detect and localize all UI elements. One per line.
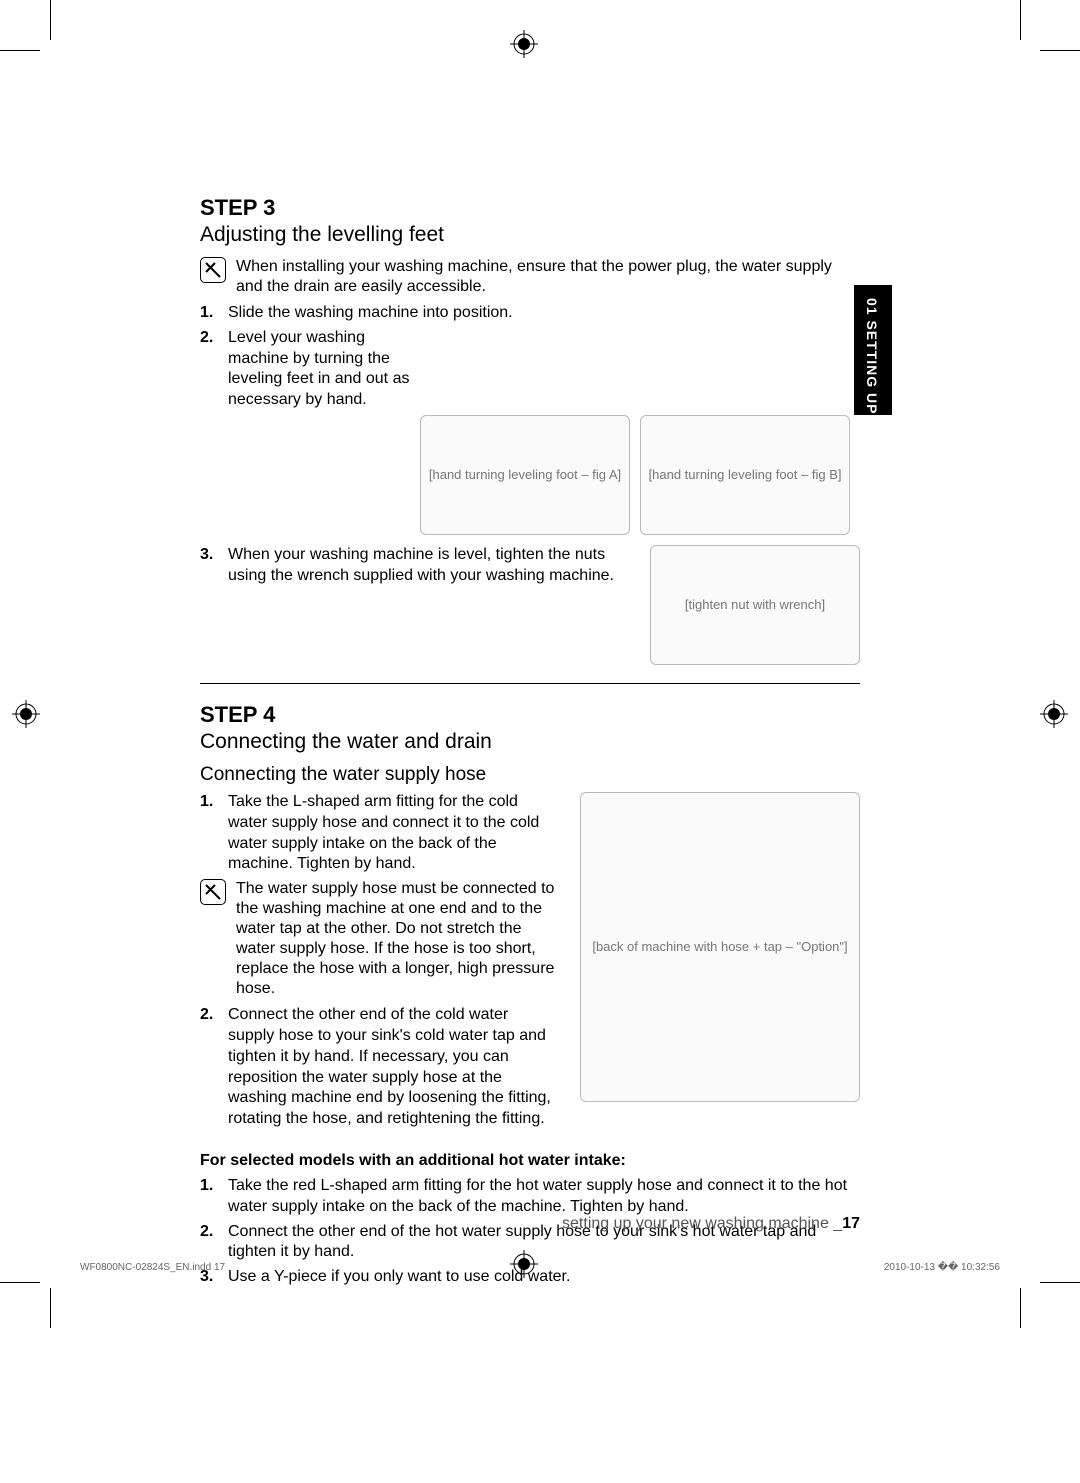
section-tab-label: 01 SETTING UP <box>864 298 880 414</box>
note-icon <box>200 257 226 283</box>
step3-list2: 3.When your washing machine is level, ti… <box>200 545 630 591</box>
divider <box>200 683 860 684</box>
list-item: 1.Slide the washing machine into positio… <box>200 303 860 324</box>
illustration-water-connection: [back of machine with hose + tap – "Opti… <box>580 792 860 1102</box>
list-item: 2. Level your washing machine by turning… <box>200 328 860 411</box>
step3-title: STEP 3 <box>200 195 860 221</box>
step4-title: STEP 4 <box>200 702 860 728</box>
step4-subtitle: Connecting the water and drain <box>200 730 860 754</box>
print-footer-right: 2010-10-13 �� 10:32:56 <box>884 1262 1000 1273</box>
list-item: 1.Take the red L-shaped arm fitting for … <box>200 1176 860 1218</box>
registration-mark-top <box>510 30 538 63</box>
step4-note: The water supply hose must be connected … <box>200 879 570 999</box>
step3-item1: Slide the washing machine into position. <box>228 303 513 324</box>
registration-mark-right <box>1040 700 1068 733</box>
step3-item3: When your washing machine is level, tigh… <box>228 545 628 587</box>
page-content: STEP 3 Adjusting the levelling feet When… <box>200 195 860 1292</box>
step3-note: When installing your washing machine, en… <box>200 257 860 297</box>
step3-note-text: When installing your washing machine, en… <box>236 257 860 297</box>
illustration-leveling-b: [hand turning leveling foot – fig B] <box>640 415 850 535</box>
list-item: 2.Connect the other end of the cold wate… <box>200 1005 570 1130</box>
note-icon <box>200 879 226 905</box>
footer-text: setting up your new washing machine _ <box>562 1215 842 1232</box>
step3-item2: Level your washing machine by turning th… <box>228 328 428 411</box>
step3-list: 1.Slide the washing machine into positio… <box>200 303 860 411</box>
step4-note-text: The water supply hose must be connected … <box>236 879 556 999</box>
step4-item1: Take the L-shaped arm fitting for the co… <box>228 792 558 875</box>
list-item: 1.Take the L-shaped arm fitting for the … <box>200 792 570 875</box>
step3-subtitle: Adjusting the levelling feet <box>200 223 860 247</box>
step4-subsection: Connecting the water supply hose <box>200 764 860 786</box>
list-item: 3.When your washing machine is level, ti… <box>200 545 630 587</box>
illustration-leveling-a: [hand turning leveling foot – fig A] <box>420 415 630 535</box>
step4-item2: Connect the other end of the cold water … <box>228 1005 558 1130</box>
illustration-tighten-nut: [tighten nut with wrench] <box>650 545 860 665</box>
registration-mark-left <box>12 700 40 733</box>
hot-item1: Take the red L-shaped arm fitting for th… <box>228 1176 860 1218</box>
print-footer-left: WF0800NC-02824S_EN.indd 17 <box>80 1262 225 1273</box>
page-footer: setting up your new washing machine _17 <box>200 1215 860 1233</box>
hotwater-heading: For selected models with an additional h… <box>200 1152 860 1170</box>
print-footer: WF0800NC-02824S_EN.indd 17 2010-10-13 ��… <box>80 1262 1000 1273</box>
page-number: 17 <box>842 1215 860 1232</box>
